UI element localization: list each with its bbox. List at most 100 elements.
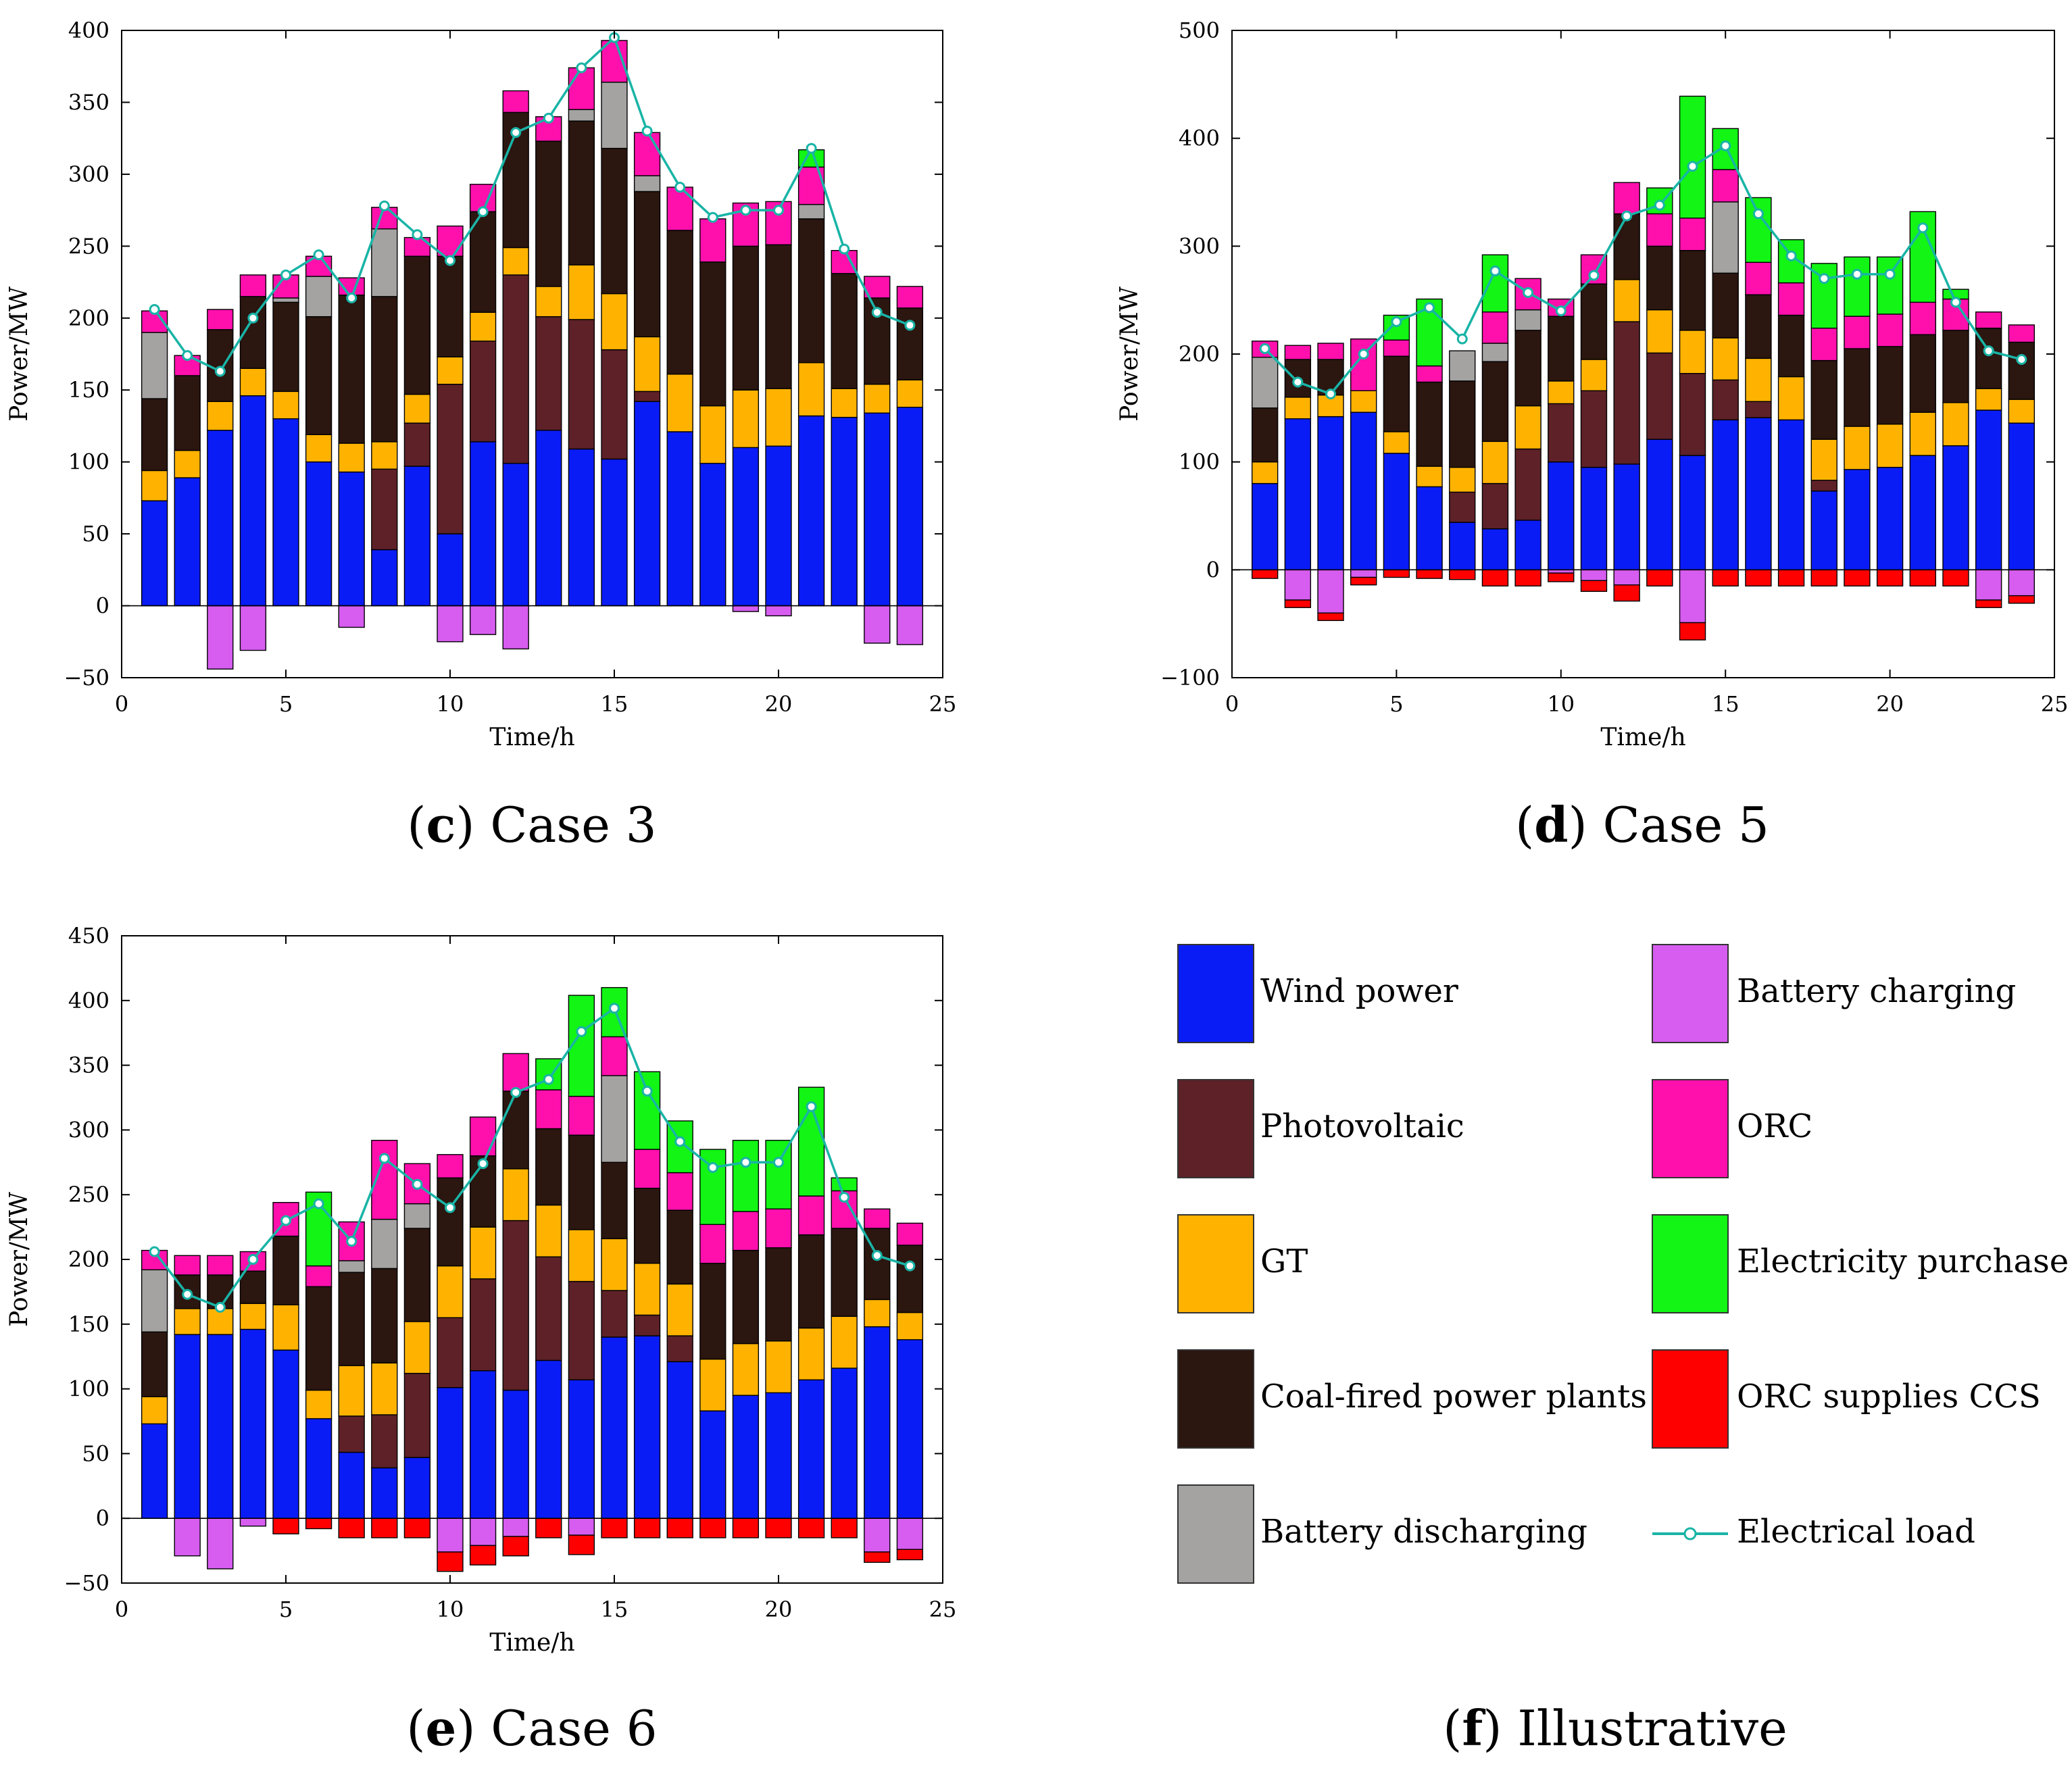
bar-orc: [437, 1154, 464, 1178]
bar-coal: [666, 230, 693, 375]
bar-pv: [535, 316, 562, 431]
bar-orc: [797, 1195, 825, 1236]
bar-bch: [207, 605, 234, 670]
bar-bch: [1317, 569, 1344, 613]
bar-orc: [1876, 314, 1904, 347]
bar-ccs: [535, 1518, 562, 1538]
bar-ccs: [568, 1534, 595, 1555]
bar-coal: [338, 1272, 365, 1366]
y-tick-label: 150: [68, 1311, 109, 1337]
electrical-load-point: [1752, 208, 1764, 220]
bar-buy: [732, 1140, 760, 1212]
bar-pv: [502, 274, 529, 464]
bar-ccs: [1712, 569, 1739, 586]
y-tick-label: 250: [68, 233, 109, 259]
x-tick-label: 0: [115, 1597, 128, 1622]
bar-coal: [765, 244, 792, 389]
bar-pv: [1810, 480, 1837, 492]
bar-ccs: [502, 1536, 529, 1557]
bar-gt: [305, 1389, 332, 1420]
bar-gt: [1284, 397, 1312, 420]
x-tick-label: 25: [929, 691, 957, 717]
y-tick-label: 200: [68, 1247, 109, 1272]
bar-orc: [338, 277, 365, 296]
bar-bdis: [633, 175, 661, 193]
bar-wind: [305, 461, 332, 607]
bar-ccs: [1975, 599, 2002, 608]
bar-coal: [141, 398, 168, 472]
bar-wind: [568, 448, 595, 607]
electrical-load-point: [1489, 266, 1501, 277]
bar-wind: [765, 445, 792, 607]
bar-coal: [437, 1177, 464, 1267]
bar-wind: [831, 416, 858, 607]
bar-pv: [1548, 403, 1575, 463]
bar-ccs: [1416, 569, 1443, 579]
bar-coal: [2008, 341, 2036, 400]
bar-coal: [437, 255, 464, 357]
bar-wind: [1548, 461, 1575, 571]
bar-wind: [633, 1335, 661, 1519]
bar-gt: [1942, 402, 1969, 447]
bar-buy: [1383, 314, 1410, 341]
bar-orc: [1646, 213, 1673, 247]
electrical-load-point: [576, 1026, 587, 1037]
bar-ccs: [1383, 569, 1410, 578]
bar-ccs: [896, 1549, 924, 1561]
bar-orc: [1975, 311, 2002, 329]
bar-orc: [1712, 169, 1739, 203]
bar-gt: [1481, 441, 1509, 484]
bar-gt: [633, 1263, 661, 1316]
x-tick-label: 15: [1712, 691, 1740, 717]
y-tick-label: 300: [1179, 233, 1220, 259]
bar-buy: [831, 1177, 858, 1192]
bar-coal: [272, 1235, 299, 1305]
bar-wind: [141, 500, 168, 607]
x-tick-label: 10: [437, 1597, 464, 1622]
bar-gt: [502, 1168, 529, 1222]
electrical-load-point: [346, 292, 357, 303]
bar-gt: [338, 443, 365, 473]
bar-pv: [633, 1314, 661, 1336]
bar-ccs: [1317, 612, 1344, 622]
bar-orc: [1679, 218, 1706, 251]
bar-coal: [568, 120, 595, 266]
electrical-load-point: [839, 1192, 850, 1203]
caption-text: Case 6: [475, 1700, 657, 1757]
y-tick-label: 400: [1179, 126, 1220, 151]
bar-wind: [1613, 463, 1640, 571]
electrical-load-point: [707, 211, 718, 223]
bar-wind: [437, 1386, 464, 1519]
y-tick-label: 100: [68, 449, 109, 475]
electrical-load-point: [871, 307, 883, 318]
bar-buy: [1481, 254, 1509, 313]
bar-bch: [502, 1518, 529, 1537]
bar-gt: [174, 449, 201, 478]
electrical-load-point: [510, 1086, 522, 1098]
bar-bch: [1580, 569, 1608, 581]
bar-gt: [1810, 439, 1837, 481]
bar-coal: [568, 1134, 595, 1230]
x-tick-label: 25: [2041, 691, 2069, 717]
bar-bdis: [371, 228, 398, 297]
bar-gt: [1350, 390, 1377, 413]
bar-wind: [239, 395, 267, 607]
bar-wind: [699, 463, 726, 607]
bar-bch: [1613, 569, 1640, 586]
bar-orc: [535, 1089, 562, 1130]
bar-gt: [535, 286, 562, 318]
bar-gt: [1251, 461, 1279, 484]
bar-coal: [1548, 316, 1575, 382]
bar-coal: [174, 375, 201, 451]
bar-pv: [1712, 379, 1739, 421]
bar-orc: [1613, 182, 1640, 215]
bar-gt: [831, 1316, 858, 1369]
bar-pv: [535, 1256, 562, 1361]
bar-gt: [1514, 405, 1541, 450]
bar-bch: [896, 605, 924, 645]
bar-orc: [699, 1224, 726, 1264]
bar-gt: [864, 1299, 891, 1328]
bar-pv: [568, 1280, 595, 1380]
legend-label-gt: GT: [1260, 1243, 1308, 1280]
bar-wind: [535, 430, 562, 607]
